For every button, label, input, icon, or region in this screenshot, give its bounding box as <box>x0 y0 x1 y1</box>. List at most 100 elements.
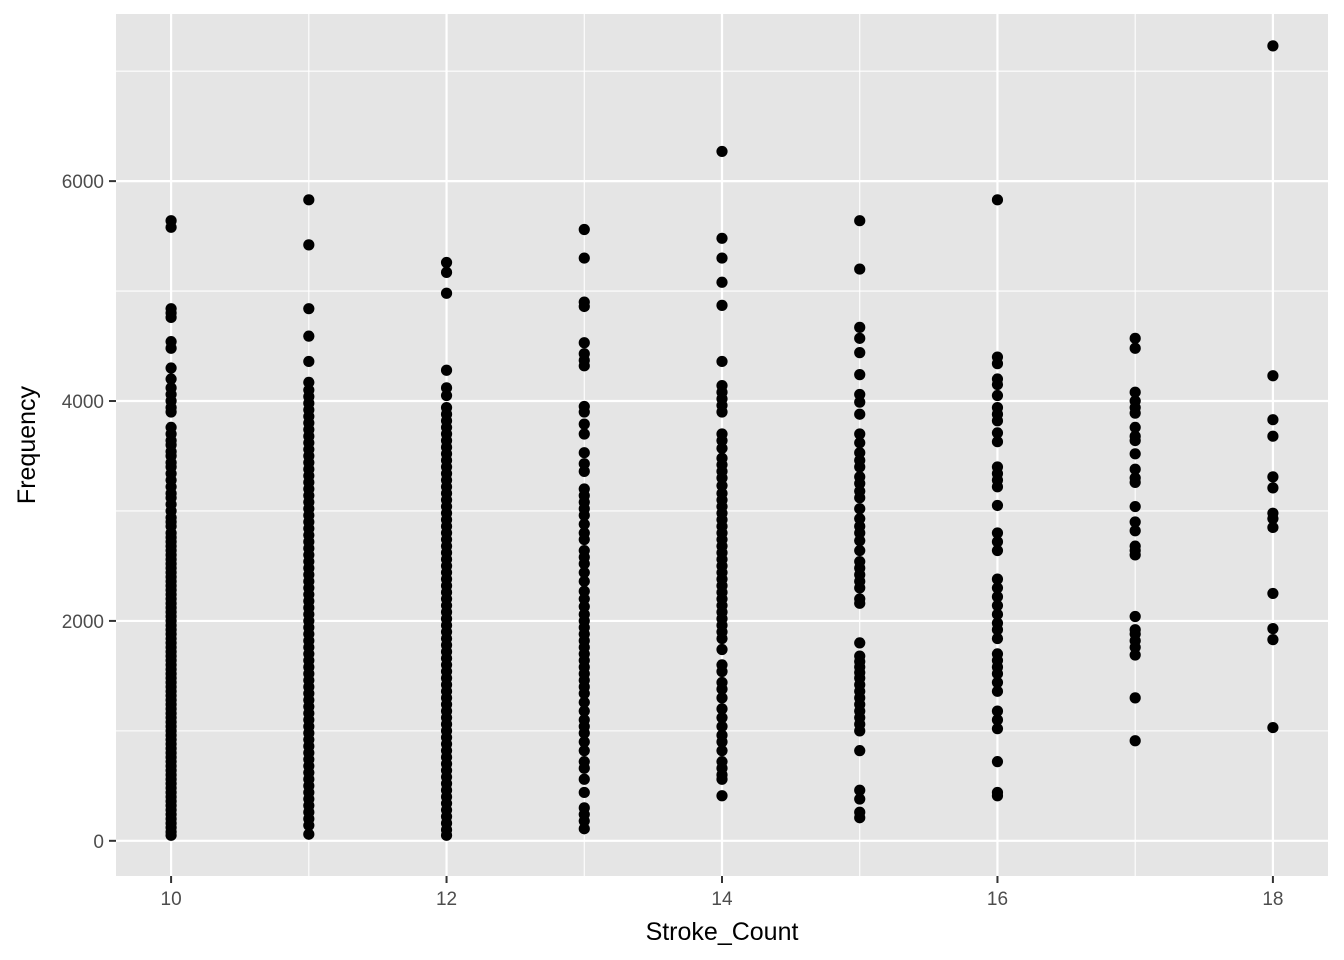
x-tick-label: 18 <box>1262 889 1283 910</box>
data-point <box>1267 521 1279 534</box>
data-point <box>165 342 177 354</box>
data-point <box>716 712 728 724</box>
data-point <box>854 332 866 344</box>
data-point <box>165 373 177 385</box>
data-point <box>991 714 1004 726</box>
data-point <box>1267 587 1279 600</box>
data-point <box>578 736 590 748</box>
data-point <box>165 829 177 841</box>
data-point <box>854 321 866 333</box>
data-point <box>303 194 315 206</box>
data-point <box>578 458 590 470</box>
data-point <box>991 573 1004 585</box>
data-point <box>578 406 590 418</box>
data-point <box>854 477 866 490</box>
y-tick-label: 2000 <box>62 612 104 633</box>
data-point <box>991 436 1004 448</box>
data-point <box>716 643 728 656</box>
data-point <box>578 252 590 264</box>
data-point <box>991 544 1004 557</box>
data-point <box>1129 500 1141 513</box>
data-point <box>578 585 590 597</box>
x-axis: 10 12 14 16 18 <box>161 876 1283 910</box>
data-point <box>578 593 590 605</box>
data-point <box>716 736 728 748</box>
data-point <box>1129 525 1141 537</box>
data-point <box>991 427 1004 439</box>
data-point <box>1267 721 1279 734</box>
data-point <box>991 790 1004 802</box>
data-point <box>578 601 590 613</box>
data-point <box>716 145 728 158</box>
data-point <box>1129 407 1141 419</box>
data-point <box>991 536 1004 548</box>
y-tick-label: 6000 <box>62 172 104 193</box>
data-point <box>991 705 1004 717</box>
data-point <box>854 437 866 449</box>
data-point <box>716 355 728 368</box>
data-point <box>578 762 590 774</box>
data-point <box>991 481 1004 493</box>
data-point <box>578 447 590 459</box>
data-point <box>991 415 1004 427</box>
data-point <box>991 194 1004 206</box>
data-point <box>1129 342 1141 354</box>
data-point <box>578 566 590 579</box>
x-tick-label: 16 <box>987 889 1008 910</box>
data-point <box>716 435 728 447</box>
data-point <box>716 472 728 484</box>
data-point <box>854 637 866 649</box>
data-point <box>854 784 866 796</box>
x-tick-label: 14 <box>711 889 733 910</box>
data-point <box>440 829 453 841</box>
data-point <box>1129 735 1141 747</box>
data-point <box>303 819 315 832</box>
data-point <box>991 685 1004 697</box>
data-point <box>303 376 315 388</box>
data-point <box>578 518 590 530</box>
data-point <box>854 263 866 275</box>
data-point <box>578 786 590 799</box>
data-point <box>991 608 1004 620</box>
data-point <box>716 745 728 757</box>
data-point <box>578 360 590 372</box>
data-point <box>578 815 590 827</box>
data-point <box>578 823 590 835</box>
data-point <box>991 591 1004 603</box>
data-point <box>578 687 590 700</box>
data-point <box>854 597 866 609</box>
data-point <box>854 582 866 594</box>
data-point <box>165 362 177 374</box>
data-point <box>1129 649 1141 661</box>
x-tick-label: 10 <box>161 889 182 910</box>
data-point <box>440 364 453 376</box>
data-point <box>854 461 866 473</box>
data-point <box>991 676 1004 689</box>
data-point <box>716 480 728 492</box>
data-point <box>1267 482 1279 494</box>
y-tick-label: 0 <box>93 832 104 853</box>
data-point <box>578 223 590 236</box>
data-point <box>854 812 866 824</box>
data-point <box>303 828 315 840</box>
data-point <box>716 406 728 418</box>
data-point <box>165 311 177 324</box>
y-axis-title: Frequency <box>13 385 41 504</box>
data-point <box>991 378 1004 391</box>
x-tick-label: 12 <box>436 889 457 910</box>
data-point <box>716 703 728 715</box>
data-point <box>440 256 453 269</box>
data-point <box>578 745 590 757</box>
data-point <box>578 300 590 313</box>
y-tick-label: 4000 <box>62 392 104 413</box>
data-point <box>578 705 590 717</box>
data-point <box>991 582 1004 594</box>
data-point <box>854 347 866 359</box>
data-point <box>578 558 590 570</box>
data-point <box>854 513 866 525</box>
data-point <box>1129 549 1141 561</box>
data-point <box>578 773 590 785</box>
data-point <box>303 303 315 315</box>
data-point <box>1267 471 1279 483</box>
